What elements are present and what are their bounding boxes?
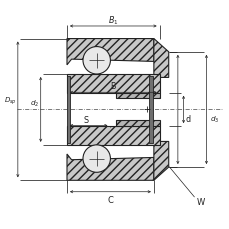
- Polygon shape: [116, 93, 159, 99]
- Text: $d_3$: $d_3$: [209, 114, 218, 124]
- Text: $d_2$: $d_2$: [30, 98, 39, 108]
- Polygon shape: [67, 39, 153, 65]
- Text: W: W: [196, 197, 204, 206]
- Text: $D_{sp}$: $D_{sp}$: [4, 95, 17, 106]
- Polygon shape: [67, 75, 159, 93]
- Text: B: B: [110, 82, 116, 91]
- Polygon shape: [116, 121, 159, 127]
- Text: d: d: [185, 114, 190, 123]
- Polygon shape: [67, 127, 159, 145]
- Circle shape: [83, 145, 110, 172]
- Circle shape: [83, 47, 110, 75]
- Polygon shape: [149, 77, 152, 143]
- Text: S: S: [84, 116, 89, 125]
- Text: C: C: [107, 195, 113, 204]
- Text: $B_1$: $B_1$: [108, 14, 118, 27]
- Polygon shape: [153, 39, 168, 78]
- Polygon shape: [67, 77, 70, 143]
- Polygon shape: [153, 142, 168, 180]
- Polygon shape: [67, 154, 153, 180]
